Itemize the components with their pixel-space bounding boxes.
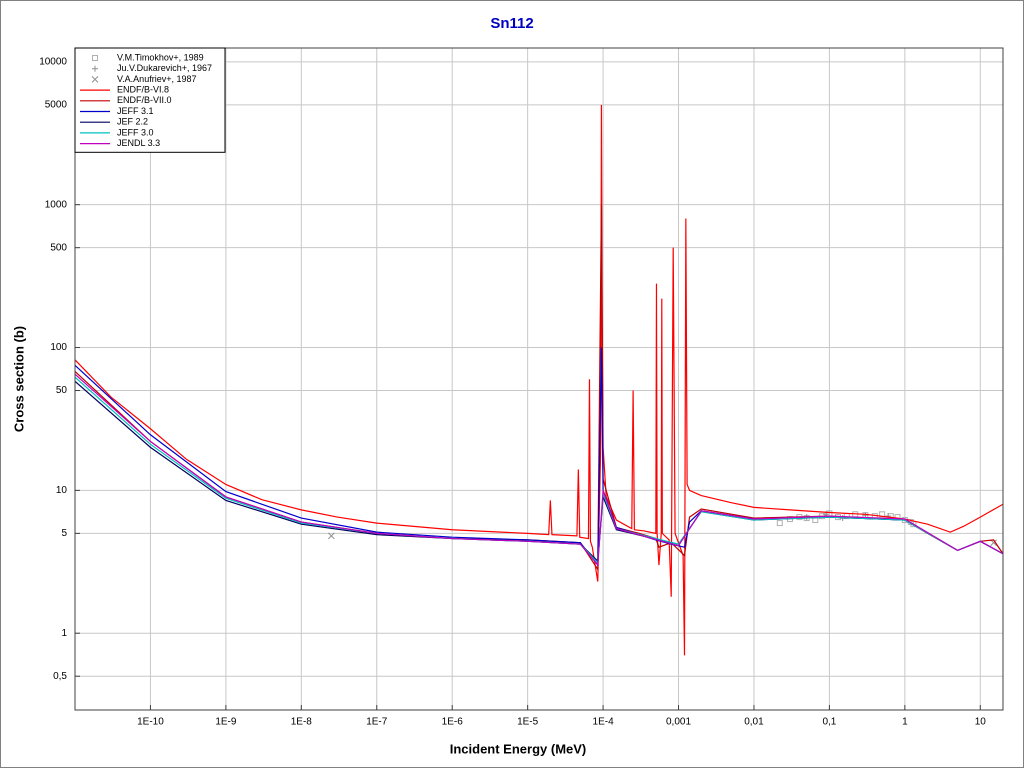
x-tick-label: 1E-6: [442, 717, 464, 728]
x-tick-label: 1: [902, 717, 908, 728]
chart-title: Sn112: [490, 15, 533, 32]
legend-label: Ju.V.Dukarevich+, 1967: [117, 63, 212, 73]
x-tick-label: 1E-8: [291, 717, 313, 728]
data-point: [776, 520, 783, 527]
y-tick-label: 5000: [45, 99, 68, 110]
plot-frame: [74, 47, 1004, 711]
y-tick-label: 10: [56, 485, 68, 496]
y-tick-label: 0,5: [53, 671, 67, 682]
series-line: [75, 104, 1003, 656]
x-axis-label: Incident Energy (MeV): [450, 741, 587, 756]
legend-label: JEFF 3.0: [117, 127, 154, 137]
x-tick-label: 0,1: [822, 717, 836, 728]
x-tick-label: 1E-5: [517, 717, 539, 728]
data-point: [91, 76, 99, 83]
legend-label: V.M.Timokhov+, 1989: [117, 52, 204, 62]
data-point: [92, 65, 98, 72]
x-tick-label: 1E-7: [366, 717, 388, 728]
x-tick-label: 1E-4: [593, 717, 615, 728]
x-tick-label: 10: [975, 717, 987, 728]
grid: [75, 48, 1003, 710]
y-tick-label: 1: [61, 628, 67, 639]
x-tick-label: 1E-9: [215, 717, 237, 728]
legend-label: V.A.Anufriev+, 1987: [117, 74, 196, 84]
data-point: [92, 55, 98, 61]
legend-label: ENDF/B-VII.0: [117, 95, 172, 105]
legend-label: JENDL 3.3: [117, 138, 160, 148]
legend-label: JEF 2.2: [117, 117, 148, 127]
legend-label: ENDF/B-VI.8: [117, 84, 169, 94]
data-point: [990, 539, 997, 547]
series-line: [75, 373, 1003, 567]
x-tick-label: 0,001: [666, 717, 691, 728]
x-tick-label: 0,01: [744, 717, 764, 728]
plot: [75, 104, 1003, 656]
y-tick-label: 1000: [45, 199, 68, 210]
y-tick-label: 50: [56, 385, 68, 396]
legend-box: [74, 47, 226, 153]
y-tick-label: 100: [50, 342, 67, 353]
y-tick-label: 10000: [39, 56, 67, 67]
y-tick-label: 5: [61, 528, 67, 539]
y-axis-label: Cross section (b): [11, 326, 26, 432]
x-tick-label: 1E-10: [137, 717, 164, 728]
legend-label: JEFF 3.1: [117, 106, 154, 116]
y-tick-label: 500: [50, 242, 67, 253]
data-point: [327, 532, 335, 540]
